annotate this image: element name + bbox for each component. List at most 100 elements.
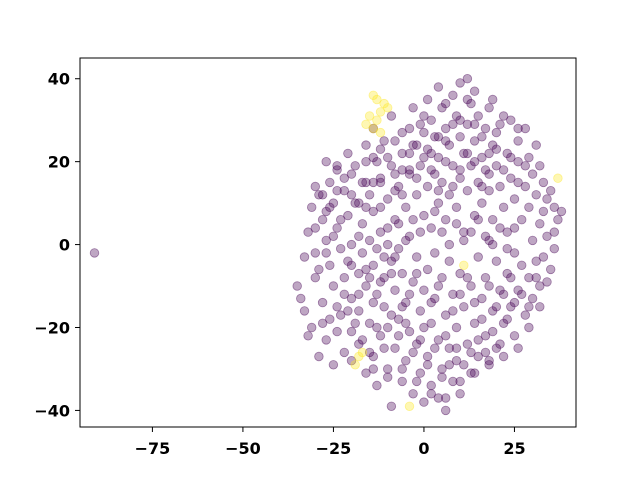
scatter-point-class-0 bbox=[462, 339, 473, 349]
scatter-point-class-0 bbox=[517, 214, 527, 225]
scatter-point-class-0 bbox=[401, 235, 411, 246]
scatter-point-class-0 bbox=[397, 190, 407, 200]
scatter-point-class-0 bbox=[412, 252, 422, 262]
scatter-point-class-0 bbox=[383, 223, 393, 233]
scatter-point-class-0 bbox=[506, 152, 516, 163]
scatter-point-class-0 bbox=[473, 335, 483, 345]
scatter-point-class-0 bbox=[444, 239, 455, 250]
scatter-point-class-0 bbox=[441, 123, 451, 134]
scatter-point-class-0 bbox=[415, 161, 426, 171]
scatter-point-class-0 bbox=[524, 302, 534, 312]
scatter-point-class-0 bbox=[332, 165, 342, 175]
scatter-point-class-0 bbox=[484, 148, 494, 159]
scatter-point-class-0 bbox=[307, 202, 317, 213]
scatter-point-class-0 bbox=[517, 260, 527, 271]
scatter-point-class-0 bbox=[390, 169, 400, 179]
scatter-point-class-0 bbox=[368, 260, 379, 271]
scatter-point-class-0 bbox=[441, 331, 451, 341]
scatter-point-class-0 bbox=[527, 235, 538, 246]
scatter-point-class-0 bbox=[433, 281, 444, 291]
scatter-point-class-0 bbox=[480, 273, 491, 283]
scatter-point-class-0 bbox=[422, 351, 433, 362]
scatter-point-class-0 bbox=[372, 322, 382, 333]
scatter-point-class-0 bbox=[520, 123, 531, 134]
scatter-point-class-0 bbox=[412, 140, 422, 150]
scatter-point-class-0 bbox=[430, 293, 440, 304]
scatter-point-class-0 bbox=[455, 173, 465, 183]
scatter-point-class-0 bbox=[535, 219, 545, 229]
scatter-point-class-0 bbox=[466, 161, 476, 171]
scatter-point-class-0 bbox=[393, 331, 404, 341]
scatter-point-class-0 bbox=[441, 136, 451, 146]
scatter-point-class-0 bbox=[314, 264, 324, 275]
scatter-point-class-0 bbox=[383, 239, 393, 250]
scatter-point-class-0 bbox=[444, 360, 455, 370]
scatter-point-class-0 bbox=[444, 256, 455, 266]
scatter-point-class-0 bbox=[383, 322, 393, 333]
scatter-point-class-0 bbox=[404, 231, 415, 242]
scatter-point-class-0 bbox=[524, 273, 534, 283]
scatter-point-class-0 bbox=[513, 156, 523, 167]
scatter-point-class-0 bbox=[325, 177, 335, 188]
scatter-point-class-0 bbox=[317, 214, 328, 225]
scatter-point-class-0 bbox=[495, 339, 505, 349]
scatter-point-class-0 bbox=[415, 119, 426, 130]
scatter-point-class-0 bbox=[495, 119, 505, 130]
scatter-point-class-0 bbox=[437, 103, 447, 113]
scatter-point-class-0 bbox=[498, 289, 509, 300]
scatter-point-class-0 bbox=[502, 268, 512, 279]
scatter-point-class-0 bbox=[390, 214, 400, 225]
scatter-point-class-0 bbox=[437, 372, 447, 382]
scatter-point-class-1 bbox=[364, 111, 375, 121]
scatter-point-class-0 bbox=[404, 123, 415, 134]
scatter-point-class-0 bbox=[354, 231, 364, 242]
scatter-point-class-0 bbox=[459, 360, 469, 370]
scatter-point-class-0 bbox=[462, 119, 473, 130]
scatter-point-class-0 bbox=[549, 227, 560, 237]
scatter-point-class-0 bbox=[502, 243, 512, 254]
scatter-point-class-0 bbox=[455, 389, 465, 399]
scatter-point-class-0 bbox=[386, 161, 397, 171]
scatter-point-class-0 bbox=[477, 198, 487, 208]
scatter-point-class-0 bbox=[506, 115, 516, 125]
scatter-point-class-0 bbox=[325, 202, 335, 213]
scatter-point-class-0 bbox=[393, 314, 404, 324]
scatter-point-class-0 bbox=[527, 169, 538, 179]
scatter-point-class-0 bbox=[397, 302, 407, 312]
scatter-point-class-0 bbox=[535, 161, 545, 171]
scatter-point-class-1 bbox=[372, 94, 382, 105]
scatter-point-class-0 bbox=[419, 322, 429, 333]
scatter-point-class-0 bbox=[339, 185, 350, 196]
scatter-point-class-0 bbox=[343, 148, 353, 159]
scatter-point-class-0 bbox=[419, 127, 429, 138]
x-tick-label: −75 bbox=[135, 439, 171, 458]
scatter-point-class-0 bbox=[364, 273, 375, 283]
scatter-point-class-0 bbox=[364, 318, 375, 329]
scatter-point-class-0 bbox=[339, 289, 350, 300]
scatter-point-class-0 bbox=[448, 181, 458, 192]
scatter-point-class-0 bbox=[455, 268, 465, 279]
scatter-point-class-0 bbox=[451, 202, 462, 213]
scatter-point-class-0 bbox=[455, 115, 465, 125]
scatter-point-class-0 bbox=[430, 343, 440, 353]
scatter-point-class-0 bbox=[350, 161, 360, 171]
scatter-point-class-0 bbox=[473, 252, 483, 262]
scatter-point-class-0 bbox=[383, 372, 393, 382]
x-tick-label: 0 bbox=[418, 439, 429, 458]
scatter-point-class-0 bbox=[488, 306, 498, 316]
points-layer bbox=[89, 73, 567, 416]
scatter-point-class-0 bbox=[430, 248, 440, 258]
scatter-point-class-0 bbox=[346, 260, 357, 271]
scatter-point-class-0 bbox=[332, 223, 342, 233]
scatter-point-class-0 bbox=[469, 318, 480, 329]
scatter-point-class-0 bbox=[455, 132, 465, 142]
scatter-point-class-0 bbox=[397, 268, 407, 279]
scatter-point-class-0 bbox=[361, 177, 371, 188]
scatter-point-class-0 bbox=[375, 202, 386, 213]
scatter-point-class-0 bbox=[419, 285, 429, 295]
scatter-point-class-0 bbox=[422, 144, 433, 154]
scatter-point-class-0 bbox=[346, 169, 357, 179]
scatter-point-class-0 bbox=[361, 264, 371, 275]
